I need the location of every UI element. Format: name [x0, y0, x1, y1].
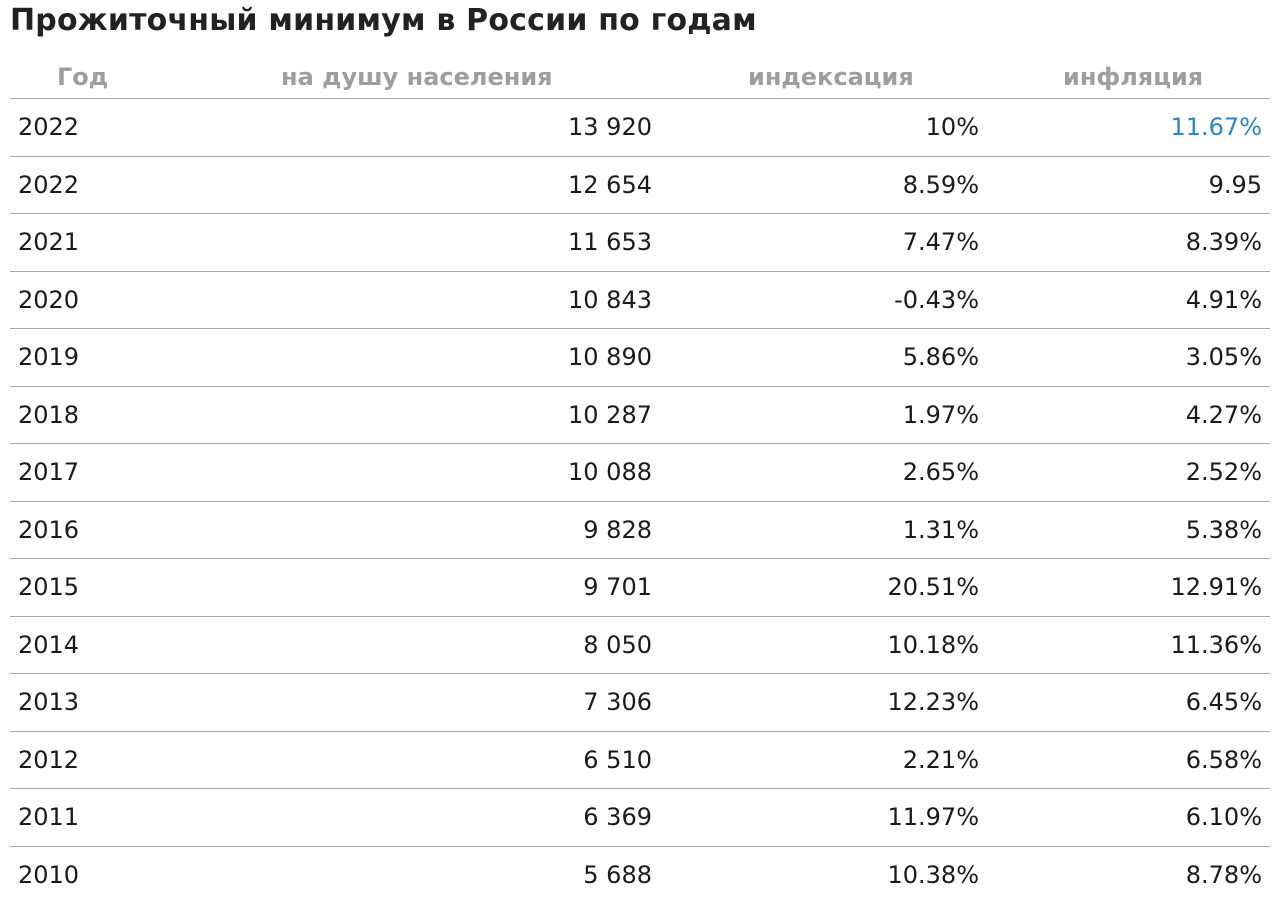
column-header-inflation: инфляция [1063, 63, 1204, 91]
cell-year: 2015 [18, 573, 80, 601]
cell-year: 2011 [18, 803, 80, 831]
table-row: 2015 9 701 20.51% 12.91% [10, 559, 1270, 617]
cell-per-capita: 10 287 [568, 400, 652, 429]
cell-indexation: 2.65% [902, 458, 979, 486]
cell-per-capita: 5 688 [583, 860, 652, 889]
cell-inflation: 6.10% [1185, 803, 1262, 831]
cell-year: 2022 [18, 113, 80, 141]
cell-indexation: 5.86% [902, 343, 979, 371]
cell-inflation: 3.05% [1185, 343, 1262, 371]
column-header-year: Год [57, 63, 109, 91]
cell-year: 2021 [18, 228, 80, 256]
cell-inflation: 9.95 [1208, 170, 1262, 199]
cell-year: 2018 [18, 400, 80, 429]
cell-inflation: 6.58% [1185, 745, 1262, 774]
cell-indexation: 7.47% [902, 228, 979, 256]
table-row: 2018 10 287 1.97% 4.27% [10, 387, 1270, 444]
table-row: 2022 13 920 10% 11.67% [10, 99, 1270, 157]
cell-year: 2010 [18, 860, 80, 889]
cell-indexation: 1.97% [902, 400, 979, 429]
cell-per-capita: 6 369 [583, 803, 652, 831]
cell-indexation: -0.43% [894, 285, 979, 314]
cell-indexation: 1.31% [902, 515, 979, 544]
cell-per-capita: 6 510 [583, 745, 652, 774]
table-row: 2020 10 843 -0.43% 4.91% [10, 272, 1270, 329]
cell-inflation-link[interactable]: 11.67% [1170, 113, 1262, 141]
cell-per-capita: 13 920 [568, 113, 652, 141]
cell-year: 2019 [18, 343, 80, 371]
table-row: 2016 9 828 1.31% 5.38% [10, 502, 1270, 559]
column-header-per-capita: на душу населения [281, 63, 553, 91]
cell-indexation: 20.51% [887, 573, 979, 601]
cell-year: 2013 [18, 688, 80, 716]
cell-indexation: 2.21% [902, 745, 979, 774]
cell-inflation: 12.91% [1170, 573, 1262, 601]
table-row: 2019 10 890 5.86% 3.05% [10, 329, 1270, 387]
cell-year: 2016 [18, 515, 80, 544]
cell-inflation: 4.27% [1185, 400, 1262, 429]
table-row: 2017 10 088 2.65% 2.52% [10, 444, 1270, 502]
cell-inflation: 11.36% [1170, 630, 1262, 659]
cell-inflation: 8.39% [1185, 228, 1262, 256]
cell-per-capita: 9 701 [583, 573, 652, 601]
cell-year: 2017 [18, 458, 80, 486]
cell-year: 2014 [18, 630, 80, 659]
table-row: 2021 11 653 7.47% 8.39% [10, 214, 1270, 272]
cell-year: 2020 [18, 285, 80, 314]
table-row: 2014 8 050 10.18% 11.36% [10, 617, 1270, 674]
cell-per-capita: 12 654 [568, 170, 652, 199]
cell-inflation: 8.78% [1185, 860, 1262, 889]
column-header-indexation: индексация [748, 63, 914, 91]
cell-inflation: 6.45% [1185, 688, 1262, 716]
table-header-row: Год на душу населения индексация инфляци… [10, 56, 1270, 99]
cell-indexation: 10.38% [887, 860, 979, 889]
cell-per-capita: 9 828 [583, 515, 652, 544]
cell-indexation: 11.97% [887, 803, 979, 831]
cell-per-capita: 7 306 [583, 688, 652, 716]
cell-indexation: 10% [925, 113, 979, 141]
cell-year: 2012 [18, 745, 80, 774]
cell-indexation: 8.59% [902, 170, 979, 199]
cell-per-capita: 10 890 [568, 343, 652, 371]
cell-year: 2022 [18, 170, 80, 199]
cell-indexation: 10.18% [887, 630, 979, 659]
table-row: 2010 5 688 10.38% 8.78% [10, 847, 1270, 904]
table-row: 2013 7 306 12.23% 6.45% [10, 674, 1270, 732]
table-row: 2022 12 654 8.59% 9.95 [10, 157, 1270, 214]
cell-inflation: 5.38% [1185, 515, 1262, 544]
cell-indexation: 12.23% [887, 688, 979, 716]
cell-per-capita: 11 653 [568, 228, 652, 256]
cell-inflation: 2.52% [1185, 458, 1262, 486]
cell-inflation: 4.91% [1185, 285, 1262, 314]
cell-per-capita: 8 050 [583, 630, 652, 659]
subsistence-minimum-table: Год на душу населения индексация инфляци… [10, 56, 1270, 903]
cell-per-capita: 10 843 [568, 285, 652, 314]
page-title: Прожиточный минимум в России по годам [10, 3, 757, 38]
table-row: 2011 6 369 11.97% 6.10% [10, 789, 1270, 847]
cell-per-capita: 10 088 [568, 458, 652, 486]
table-row: 2012 6 510 2.21% 6.58% [10, 732, 1270, 789]
